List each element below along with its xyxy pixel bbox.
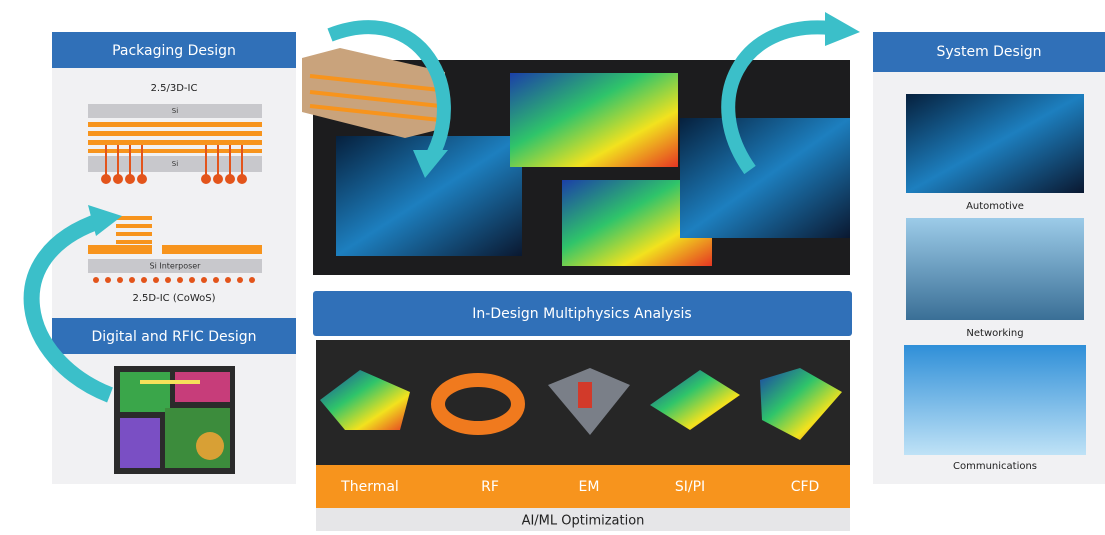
left-panel: Packaging Design 2.5/3D-IC Si Si Si Inte… xyxy=(23,32,296,484)
sipi-sim xyxy=(650,370,740,430)
cfd-sim xyxy=(760,368,842,440)
app-image xyxy=(904,345,1086,455)
app-label: Automotive xyxy=(966,201,1024,212)
arrowhead xyxy=(413,150,448,178)
header-bar xyxy=(52,32,296,68)
flow-arrow xyxy=(721,20,831,175)
header-bar xyxy=(873,32,1105,72)
physics-label: RF xyxy=(481,479,499,495)
layer-label: Si Interposer xyxy=(150,262,202,271)
header-bar xyxy=(52,318,296,354)
arrowhead xyxy=(825,12,860,46)
app-label: Communications xyxy=(953,461,1037,472)
physics-label: EM xyxy=(579,479,600,495)
rf-sim xyxy=(431,373,525,435)
c4-bumps xyxy=(93,277,255,283)
center-images xyxy=(302,12,860,275)
interposer xyxy=(88,259,262,273)
app-image xyxy=(906,218,1084,320)
bumps xyxy=(101,145,247,184)
chip-image xyxy=(680,118,850,238)
panel-title: Packaging Design xyxy=(112,43,236,59)
arrowhead xyxy=(88,205,122,236)
physics-labels: Thermal RF EM SI/PI CFD xyxy=(340,479,819,495)
em-part xyxy=(578,382,592,408)
caption: 2.5/3D-IC xyxy=(151,83,198,94)
package-traces xyxy=(309,74,441,122)
hbm-stack xyxy=(88,216,262,254)
flow-arrow xyxy=(327,20,451,164)
physics-bar xyxy=(316,465,850,508)
section-title: In-Design Multiphysics Analysis xyxy=(472,306,691,322)
physics-label: SI/PI xyxy=(675,479,705,495)
analysis: In-Design Multiphysics Analysis Thermal R… xyxy=(313,291,852,531)
panel-title: System Design xyxy=(937,44,1042,60)
rdl-layers xyxy=(88,122,262,153)
right-panel: System Design Automotive Networking Comm… xyxy=(873,32,1105,484)
caption: 2.5D-IC (CoWoS) xyxy=(133,293,216,304)
optimization-label: AI/ML Optimization xyxy=(522,514,645,529)
optimization-bar xyxy=(316,508,850,531)
layer-label: Si xyxy=(172,160,178,168)
app-label: Networking xyxy=(966,328,1023,339)
header-bar xyxy=(313,291,852,336)
physics-label: Thermal xyxy=(340,479,399,495)
physics-label: CFD xyxy=(791,479,820,495)
app-image xyxy=(906,94,1084,193)
thermal-sim xyxy=(320,370,410,430)
layout-pattern xyxy=(120,372,230,468)
layer-label: Si xyxy=(172,107,178,115)
panel-title: Digital and RFIC Design xyxy=(91,329,256,345)
flow-arrow xyxy=(23,212,114,403)
thermal-image xyxy=(510,73,678,167)
si-layer xyxy=(88,104,262,118)
